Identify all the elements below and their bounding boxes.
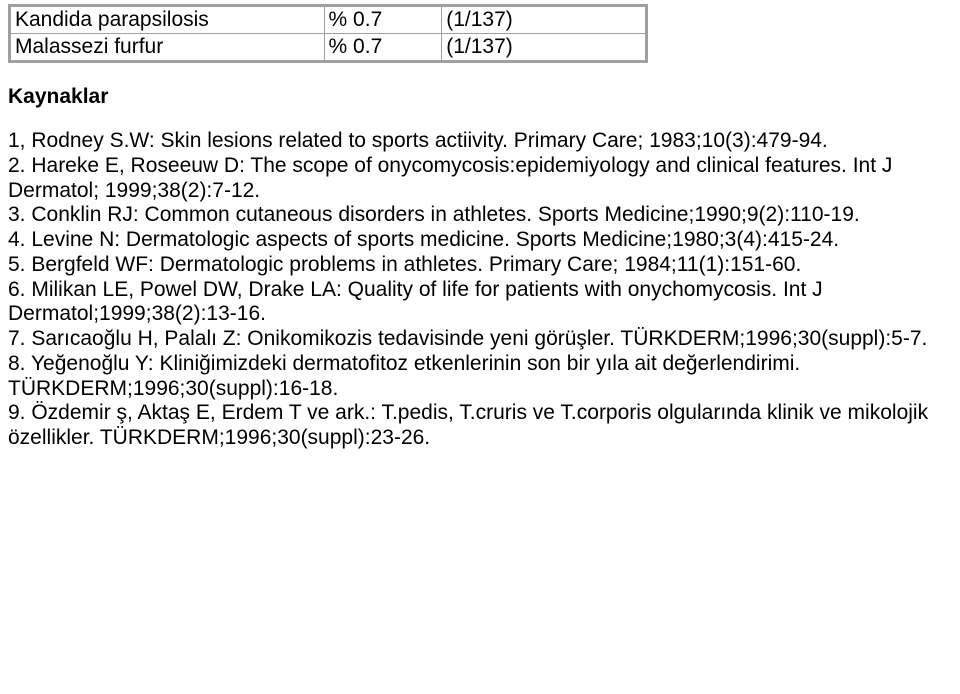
species-pct: % 0.7 [324,6,442,34]
table-row: Malassezi furfur % 0.7 (1/137) [10,34,647,62]
reference-item: 3. Conklin RJ: Common cutaneous disorder… [8,203,952,228]
table-row: Kandida parapsilosis % 0.7 (1/137) [10,6,647,34]
reference-item: 5. Bergfeld WF: Dermatologic problems in… [8,253,952,278]
references-heading: Kaynaklar [8,85,952,109]
species-frac: (1/137) [442,34,647,62]
reference-item: 8. Yeğenoğlu Y: Kliniğimizdeki dermatofi… [8,352,952,402]
reference-item: 4. Levine N: Dermatologic aspects of spo… [8,228,952,253]
reference-item: 2. Hareke E, Roseeuw D: The scope of ony… [8,154,952,204]
reference-item: 1, Rodney S.W: Skin lesions related to s… [8,129,952,154]
species-name: Malassezi furfur [10,34,325,62]
references-list: 1, Rodney S.W: Skin lesions related to s… [8,129,952,451]
species-frac: (1/137) [442,6,647,34]
species-name: Kandida parapsilosis [10,6,325,34]
reference-item: 7. Sarıcaoğlu H, Palalı Z: Onikomikozis … [8,327,952,352]
reference-item: 6. Milikan LE, Powel DW, Drake LA: Quali… [8,278,952,328]
species-pct: % 0.7 [324,34,442,62]
species-table: Kandida parapsilosis % 0.7 (1/137) Malas… [8,4,648,63]
reference-item: 9. Özdemir ş, Aktaş E, Erdem T ve ark.: … [8,401,952,451]
